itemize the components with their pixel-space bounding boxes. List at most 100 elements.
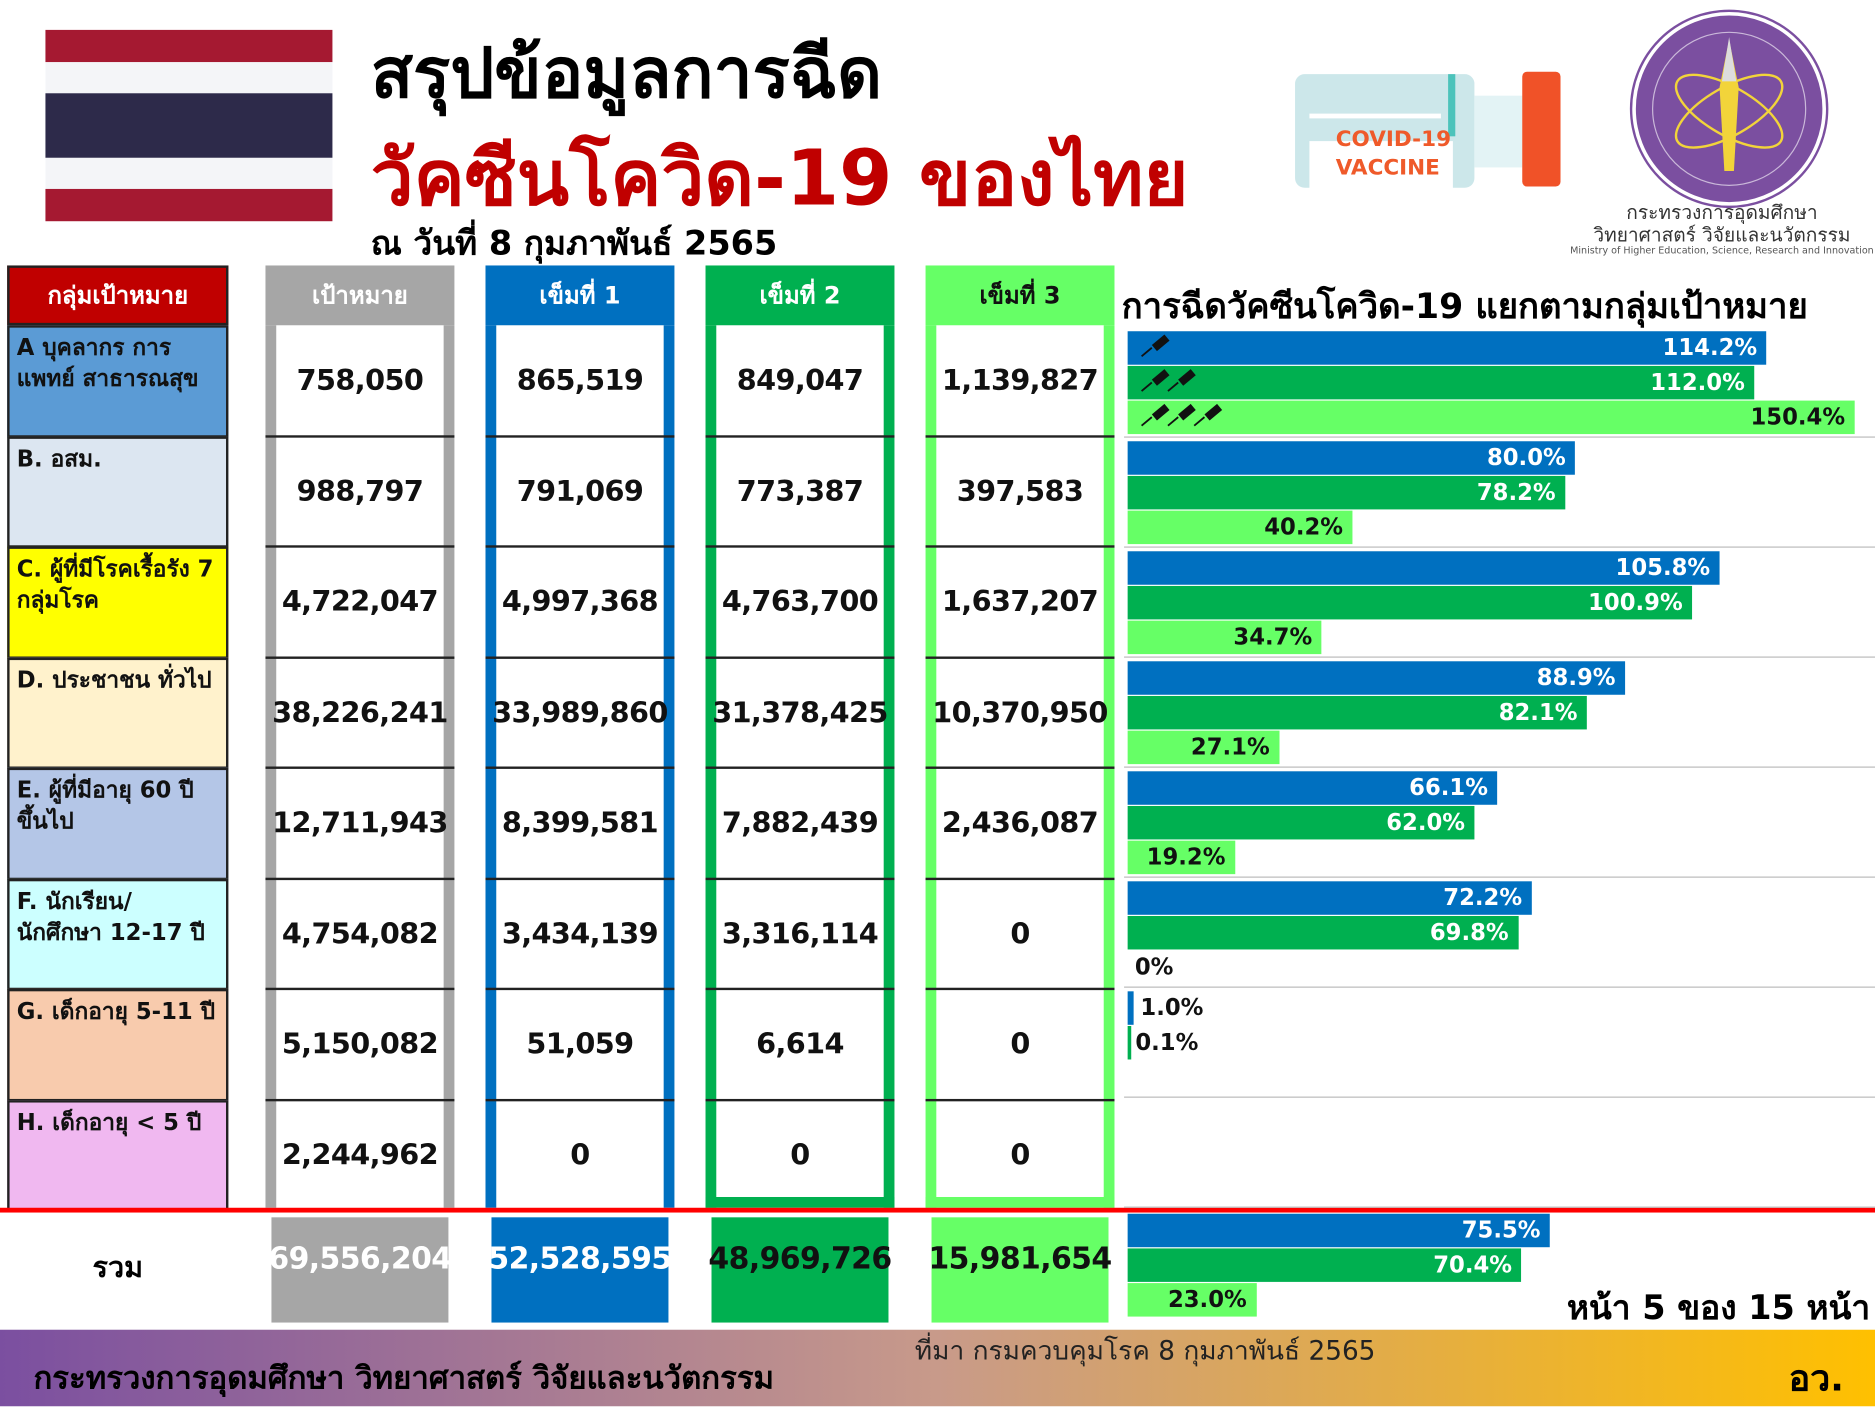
chart-separator <box>1124 546 1875 548</box>
dose3-cell: 0 <box>1010 1027 1030 1061</box>
chart-title: การฉีดวัคซีนโควิด-19 แยกตามกลุ่มเป้าหมาย <box>1121 285 1808 327</box>
group-label: B. อสม. <box>7 435 229 548</box>
dose1-cell: 865,519 <box>516 363 644 398</box>
bar-label: 78.2% <box>1476 479 1556 506</box>
bar-label: 82.1% <box>1498 699 1578 726</box>
footer-bar: ที่มา กรมควบคุมโรค 8 กุมภาพันธ์ 2565 กระ… <box>0 1329 1875 1407</box>
row-divider <box>705 1098 895 1101</box>
row-divider <box>705 434 895 438</box>
bar-label: 69.8% <box>1429 919 1509 946</box>
target-cell: 12,711,943 <box>272 806 448 840</box>
bar-label: 66.1% <box>1409 774 1488 802</box>
bar-label: 40.2% <box>1264 514 1344 541</box>
thai-flag <box>45 29 333 222</box>
vaccine-label: VACCINE <box>1335 155 1440 181</box>
group-label: G. เด็กอายุ 5-11 ปี <box>7 988 229 1101</box>
group-label: C. ผู้ที่มีโรคเรื้อรัง 7 กลุ่มโรค <box>7 546 229 659</box>
bar-dose2: 69.8% <box>1127 915 1519 950</box>
bar-dose2: 62.0% <box>1127 805 1475 840</box>
bar-label: 75.5% <box>1461 1217 1541 1244</box>
bar-label: 27.1% <box>1190 734 1270 761</box>
dose2-cell: 3,316,114 <box>721 916 879 951</box>
bar-dose3: 23.0% <box>1127 1283 1257 1317</box>
bar-dose2: 82.1% <box>1127 695 1588 730</box>
ministry-name-th-2: วิทยาศาสตร์ วิจัยและนวัตกรรม <box>1593 223 1851 247</box>
dose1-cell: 4,997,368 <box>501 585 659 619</box>
group-label: H. เด็กอายุ < 5 ปี <box>7 1099 229 1212</box>
row-divider <box>265 766 455 769</box>
dose3-cell: 2,436,087 <box>941 806 1099 840</box>
row-divider <box>485 877 675 880</box>
dose3-cell: 1,139,827 <box>941 363 1099 398</box>
dose1-cell: 33,989,860 <box>492 695 668 730</box>
bar-dose1: 66.1% <box>1127 771 1498 805</box>
target-cell: 988,797 <box>296 474 424 508</box>
source-note: ที่มา กรมควบคุมโรค 8 กุมภาพันธ์ 2565 <box>914 1336 1376 1367</box>
row-divider <box>265 1098 455 1101</box>
vaccine-vial-icon: COVID-19 VACCINE <box>1295 60 1564 192</box>
dose3-cell: 10,370,950 <box>932 695 1108 730</box>
header-group: กลุ่มเป้าหมาย <box>7 265 229 326</box>
dose1-cell: 0 <box>570 1138 590 1172</box>
dose2-cell: 4,763,700 <box>721 585 879 619</box>
dose2-cell: 7,882,439 <box>721 806 879 840</box>
bar-dose3: 19.2% <box>1127 840 1236 875</box>
ministry-logo <box>1632 11 1826 206</box>
bar-label: 0.1% <box>1135 1029 1199 1056</box>
bar-label: 62.0% <box>1386 809 1466 836</box>
header-target: เป้าหมาย <box>265 265 455 326</box>
bar-label: 70.4% <box>1433 1252 1513 1279</box>
total-label: รวม <box>92 1250 144 1285</box>
bar-label: 112.0% <box>1650 369 1745 396</box>
page-title: สรุปข้อมูลการฉีด <box>370 32 883 114</box>
bar-label: 88.9% <box>1536 664 1616 692</box>
dose2-cell: 773,387 <box>736 474 864 508</box>
page-subtitle: วัคซีนโควิด-19 ของไทย <box>370 135 1189 224</box>
dose3-cell: 0 <box>1010 1138 1030 1172</box>
row-divider <box>485 766 675 769</box>
bar-dose1: 88.9% <box>1127 661 1626 695</box>
dose1-cell: 3,434,139 <box>501 916 659 951</box>
vaccine-label: COVID-19 <box>1335 126 1452 152</box>
row-divider <box>925 877 1115 880</box>
bar-label: 105.8% <box>1615 554 1711 582</box>
bar-dose2: 100.9% <box>1127 585 1693 620</box>
chart-separator <box>1124 656 1875 658</box>
row-divider <box>925 1098 1115 1101</box>
target-cell: 4,754,082 <box>281 916 439 951</box>
chart-separator <box>1124 436 1875 438</box>
row-divider <box>925 766 1115 769</box>
chart-separator <box>1124 1096 1875 1098</box>
target-cell: 758,050 <box>296 363 424 398</box>
chart-separator <box>1124 1206 1875 1208</box>
bar-dose2 <box>1127 1025 1132 1060</box>
bar-label: 34.7% <box>1233 624 1313 651</box>
total-target: 69,556,204 <box>268 1217 452 1323</box>
bar-label: 23.0% <box>1167 1286 1247 1313</box>
bar-dose1: 80.0% <box>1127 441 1576 475</box>
target-cell: 2,244,962 <box>281 1138 439 1172</box>
chart-separator <box>1124 766 1875 768</box>
bar-dose3: 150.4% <box>1127 400 1855 435</box>
bar-dose3: 40.2% <box>1127 510 1353 545</box>
group-label: E. ผู้ที่มีอายุ 60 ปีขึ้นไป <box>7 767 229 880</box>
bar-label: 1.0% <box>1140 994 1204 1022</box>
footer-abbr: อว. <box>1788 1358 1844 1401</box>
chart-separator <box>1124 986 1875 988</box>
row-divider <box>485 655 675 659</box>
row-divider <box>265 877 455 880</box>
header-dose1: เข็มที่ 1 <box>485 265 675 326</box>
ministry-name-en: Ministry of Higher Education, Science, R… <box>1570 245 1874 256</box>
row-divider <box>925 655 1115 659</box>
bar-label: 80.0% <box>1486 444 1566 472</box>
row-divider <box>925 545 1115 548</box>
dose1-cell: 791,069 <box>516 474 644 508</box>
dose2-cell: 849,047 <box>736 363 864 398</box>
header-dose3: เข็มที่ 3 <box>925 265 1115 326</box>
row-divider <box>265 545 455 548</box>
bar-dose1: 114.2% <box>1127 331 1767 365</box>
row-divider <box>705 766 895 769</box>
row-divider <box>485 545 675 548</box>
bar-label: 100.9% <box>1588 589 1683 616</box>
page-indicator: หน้า 5 ของ 15 หน้า <box>1566 1287 1871 1328</box>
